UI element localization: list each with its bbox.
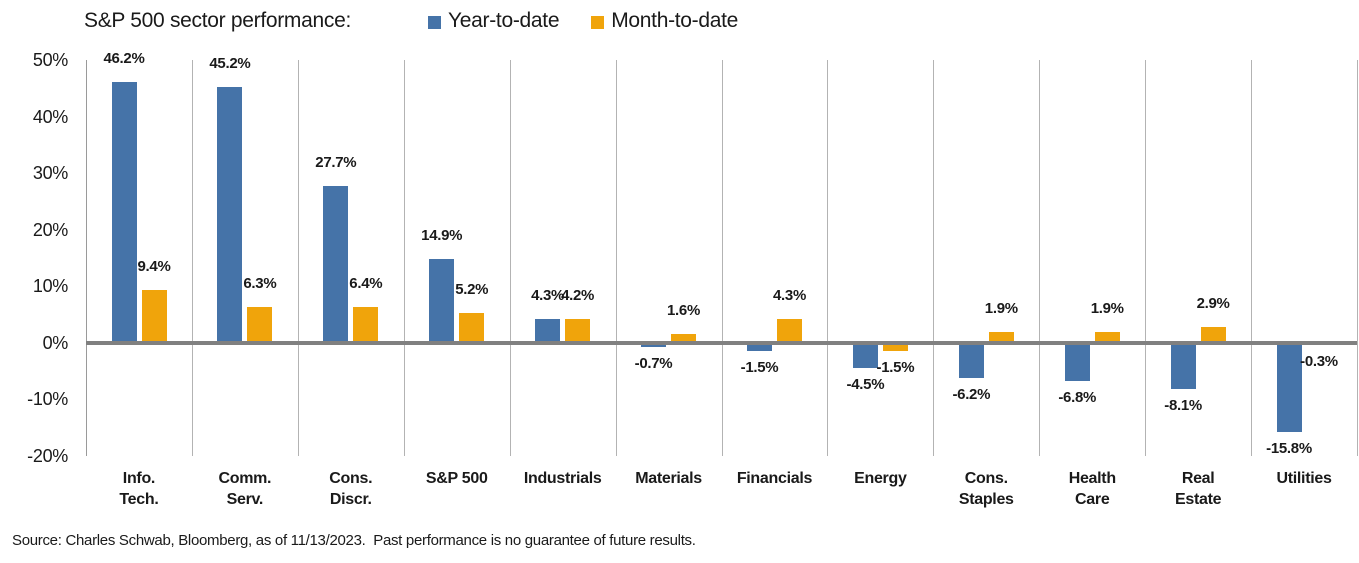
gridline	[403, 60, 405, 456]
value-label: 6.3%	[243, 275, 277, 293]
bar-mtd	[459, 313, 485, 343]
y-axis-label: 30%	[32, 163, 68, 184]
gridline	[1145, 60, 1147, 456]
value-label: 6.4%	[349, 274, 383, 292]
value-label: 9.4%	[137, 257, 171, 275]
value-label: -6.2%	[952, 385, 991, 403]
value-label: -1.5%	[740, 359, 779, 377]
bar-ytd	[111, 81, 137, 343]
value-label: 1.6%	[667, 301, 700, 319]
value-label: -6.8%	[1058, 389, 1097, 407]
category-label: Materials	[635, 470, 702, 487]
value-label: 14.9%	[421, 226, 463, 244]
category-label: Industrials	[523, 470, 602, 487]
y-axis-label: 0%	[42, 332, 69, 353]
value-label: -1.5%	[876, 359, 915, 377]
y-axis-label: 20%	[32, 219, 68, 240]
value-label: -15.8%	[1266, 440, 1312, 458]
bar-ytd	[1170, 342, 1196, 389]
bar-mtd	[777, 318, 802, 343]
bar-ytd	[1064, 342, 1090, 382]
bar-mtd	[247, 307, 273, 343]
y-axis-label: 40%	[32, 106, 68, 127]
bar-mtd	[1094, 332, 1120, 343]
gridline	[297, 60, 299, 456]
category-label: Cons. Discr.	[329, 470, 373, 508]
bar-mtd	[141, 289, 167, 343]
gridline	[933, 60, 935, 456]
legend-label-ytd: Year-to-date	[448, 9, 560, 32]
bar-ytd	[641, 342, 666, 347]
zero-axis-line	[86, 340, 1357, 345]
value-label: 46.2%	[103, 49, 145, 67]
bar-mtd	[988, 332, 1014, 343]
category-label: Health Care	[1068, 470, 1116, 508]
value-label: 4.2%	[561, 287, 595, 305]
category-label: S&P 500	[425, 470, 488, 487]
y-axis-label: -10%	[27, 389, 68, 410]
bar-mtd	[882, 342, 908, 352]
gridline	[1251, 60, 1253, 456]
category-label: Info. Tech.	[119, 470, 159, 508]
bar-mtd	[1200, 326, 1226, 343]
value-label: -8.1%	[1164, 396, 1202, 414]
bar-ytd	[852, 342, 878, 369]
source-note: Source: Charles Schwab, Bloomberg, as of…	[12, 532, 696, 549]
value-label: -0.3%	[1300, 352, 1338, 370]
bar-ytd	[747, 342, 772, 352]
category-label: Cons. Staples	[958, 470, 1014, 508]
bar-ytd	[429, 258, 455, 343]
value-label: 4.3%	[773, 286, 806, 304]
bar-ytd	[217, 87, 243, 343]
legend-item-ytd: Year-to-date	[428, 9, 560, 33]
legend-item-mtd: Month-to-date	[591, 9, 738, 33]
gridline	[615, 60, 617, 456]
bar-ytd	[1276, 342, 1302, 433]
category-label: Financials	[736, 470, 813, 487]
gridline	[1039, 60, 1041, 456]
bar-ytd	[323, 186, 349, 343]
y-axis-label: 10%	[32, 276, 68, 297]
value-label: -0.7%	[634, 354, 673, 372]
bar-mtd	[565, 319, 591, 343]
gridline	[827, 60, 829, 456]
category-label: Energy	[854, 470, 907, 487]
gridline	[191, 60, 193, 456]
bar-mtd	[353, 306, 379, 343]
bar-ytd	[535, 318, 561, 343]
bar-ytd	[958, 342, 984, 378]
category-label: Comm. Serv.	[218, 470, 272, 508]
category-label: Utilities	[1276, 470, 1332, 487]
mtd-legend-swatch-icon	[591, 15, 605, 29]
value-label: 45.2%	[209, 55, 251, 73]
ytd-legend-swatch-icon	[428, 15, 441, 29]
y-axis-label: 50%	[32, 50, 68, 70]
legend: Year-to-date Month-to-date	[428, 9, 738, 33]
y-axis-label: -20%	[27, 446, 68, 466]
value-label: 5.2%	[455, 281, 489, 299]
value-label: 2.9%	[1196, 294, 1230, 312]
value-label: -4.5%	[846, 376, 885, 394]
gridline	[1357, 60, 1358, 456]
y-axis-line	[86, 60, 87, 456]
legend-label-mtd: Month-to-date	[611, 9, 739, 32]
bar-mtd	[671, 333, 696, 343]
value-label: 4.3%	[531, 286, 565, 304]
value-label: 27.7%	[315, 154, 357, 172]
value-label: 1.9%	[984, 300, 1018, 318]
chart-title: S&P 500 sector performance:	[84, 9, 351, 32]
gridline	[721, 60, 723, 456]
value-label: 1.9%	[1090, 300, 1124, 318]
category-label: Real Estate	[1175, 470, 1222, 508]
gridline	[509, 60, 511, 456]
